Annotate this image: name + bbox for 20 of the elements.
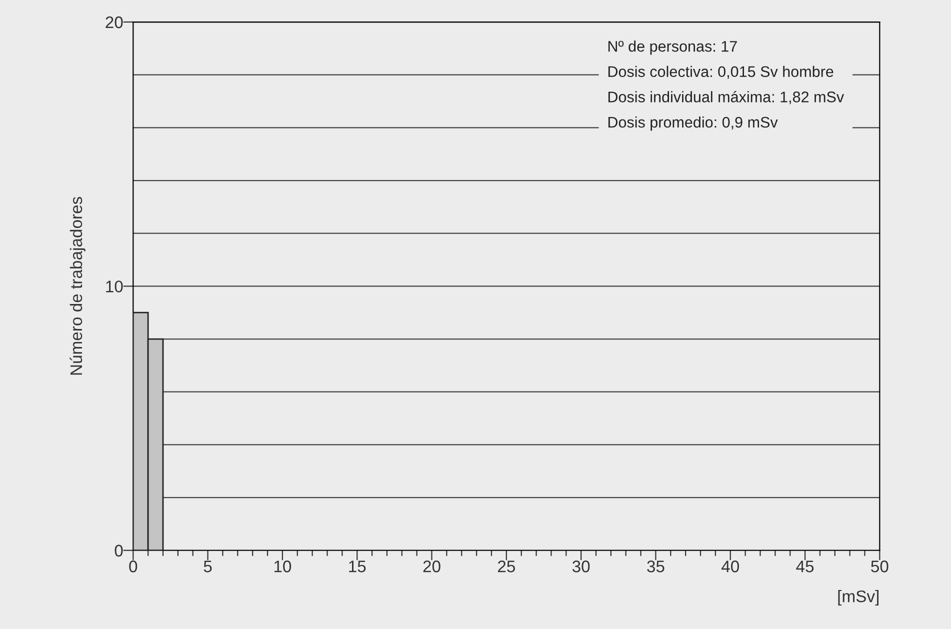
annotation: Dosis individual máxima: 1,82 mSv xyxy=(608,90,844,104)
x-tick-label: 50 xyxy=(871,560,888,572)
y-tick-label: 20 xyxy=(106,16,123,28)
annotation: Dosis promedio: 0,9 mSv xyxy=(608,116,778,131)
x-tick-label: 5 xyxy=(204,560,212,572)
annotation: Dosis colectiva: 0,015 Sv hombre xyxy=(608,66,834,79)
x-tick-label: 40 xyxy=(721,560,739,572)
x-tick-label: 35 xyxy=(647,560,664,572)
x-tick-label: 45 xyxy=(796,560,814,572)
y-tick-label: 10 xyxy=(106,280,123,292)
annotation: Nº de personas: 17 xyxy=(608,40,737,55)
x-tick-label: 10 xyxy=(274,560,292,572)
x-tick-label: 15 xyxy=(349,560,366,572)
x-tick-label: 0 xyxy=(129,560,138,572)
y-axis-title: Número de trabajadores xyxy=(70,196,86,375)
x-tick-label: 30 xyxy=(572,560,590,572)
x-tick-label: 20 xyxy=(423,560,440,572)
x-axis-title: [mSv] xyxy=(838,590,878,606)
y-tick-label: 0 xyxy=(114,544,123,557)
x-tick-label: 25 xyxy=(498,560,515,572)
